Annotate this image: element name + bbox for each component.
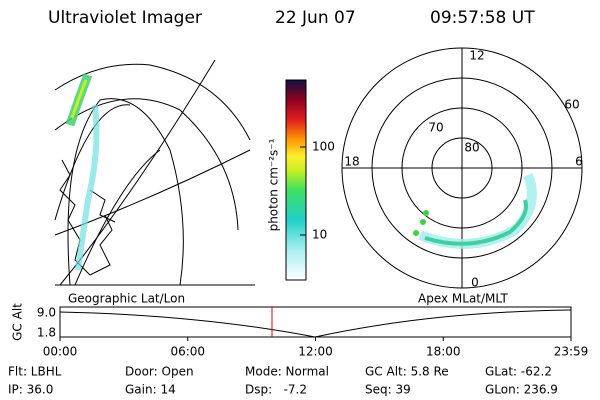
ring-label: 60 — [564, 98, 579, 112]
y-tick-label: 1.8 — [37, 326, 56, 340]
footer: Flt: LBHL Door: Open Mode: Normal GC Alt: 5… — [8, 365, 558, 397]
timeline-frame — [59, 306, 572, 338]
status-field: IP: 36.0 — [8, 383, 53, 397]
timeline-axis-label: GC Alt — [11, 303, 25, 341]
x-tick-label: 18:00 — [426, 345, 461, 359]
y-tick-label: 9.0 — [37, 306, 56, 320]
aurora-polar — [413, 173, 537, 249]
panel-label: Apex MLat/MLT — [418, 292, 508, 306]
aurora-map — [65, 73, 100, 271]
status-field: Seq: 39 — [365, 383, 411, 397]
status-field: Gain: 14 — [125, 383, 176, 397]
status-field: Mode: Normal — [245, 365, 329, 379]
colorbar-tick-label: 100 — [312, 140, 335, 154]
panel-label: Geographic Lat/Lon — [68, 292, 185, 306]
polar-label: 12 — [469, 49, 484, 63]
title: Ultraviolet Imager — [48, 8, 202, 28]
status-field: Door: Open — [125, 365, 194, 379]
colorbar-tick-label: 10 — [312, 228, 327, 242]
ring-label: 70 — [428, 121, 443, 135]
x-tick-label: 06:00 — [170, 345, 205, 359]
altitude-curve — [59, 309, 572, 338]
x-tick-label: 00:00 — [43, 345, 78, 359]
x-tick-label: 12:00 — [298, 345, 333, 359]
x-tick-label: 23:59 — [554, 345, 589, 359]
polar-label: 18 — [344, 155, 359, 169]
status-field: GLat: -62.2 — [485, 365, 552, 379]
status-field: GLon: 236.9 — [485, 383, 558, 397]
polar-label: 6 — [575, 155, 583, 169]
date: 22 Jun 07 — [275, 8, 356, 28]
ring-label: 80 — [464, 141, 479, 155]
colorbar-label: photon cm⁻²s⁻¹ — [267, 138, 281, 231]
time: 09:57:58 UT — [430, 8, 535, 28]
polar-grid — [341, 47, 583, 289]
x-ticks: 00:00 06:00 12:00 18:00 23:59 — [43, 337, 589, 359]
status-field: Dsp: -7.2 — [245, 383, 307, 397]
colorbar — [285, 79, 307, 281]
status-field: Flt: LBHL — [8, 365, 62, 379]
polar-label: 0 — [471, 276, 479, 290]
status-field: GC Alt: 5.8 Re — [365, 365, 449, 379]
